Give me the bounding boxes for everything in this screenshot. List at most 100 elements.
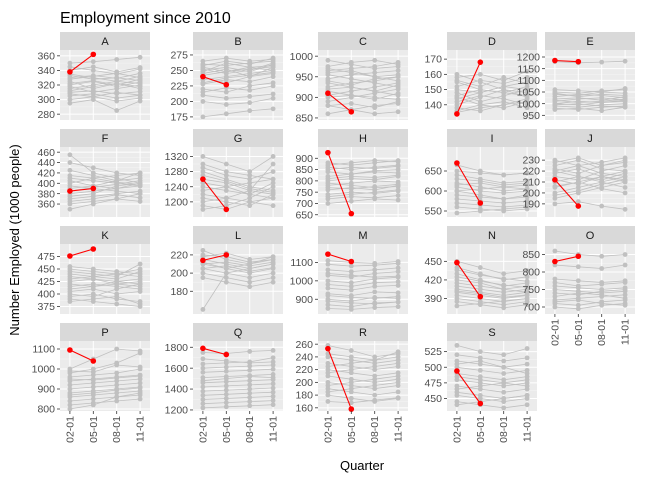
y-tick-label: 800 (522, 267, 540, 279)
background-series-line (202, 364, 274, 369)
background-point (454, 274, 460, 280)
y-tick-label: 475 (37, 251, 55, 263)
background-point (524, 377, 530, 383)
y-tick-label: 360 (37, 50, 55, 62)
background-point (325, 201, 331, 206)
background-point (67, 81, 73, 86)
background-point (477, 90, 483, 96)
background-point (67, 160, 73, 165)
background-point (348, 348, 354, 353)
background-point (501, 364, 507, 370)
background-point (395, 294, 401, 299)
background-point (501, 206, 507, 212)
background-point (114, 78, 120, 84)
facet-strip-label: N (488, 230, 496, 242)
chart-title: Employment since 2010 (60, 10, 231, 27)
background-point (200, 199, 206, 205)
background-point (501, 172, 507, 178)
y-tick-label: 1200 (165, 196, 189, 208)
y-tick-label: 230 (522, 155, 540, 167)
background-series-line (554, 294, 626, 301)
background-point (137, 178, 143, 184)
background-series-line (456, 206, 528, 214)
background-point (247, 87, 253, 93)
background-point (247, 395, 253, 400)
background-point (395, 97, 401, 102)
background-point (137, 281, 143, 287)
background-point (524, 81, 530, 86)
background-series-line (202, 376, 274, 382)
highlight-point (454, 160, 460, 166)
background-series-line (69, 81, 141, 90)
background-point (552, 280, 558, 285)
background-point (67, 167, 73, 173)
x-tick-label: 02-01 (451, 416, 463, 443)
facet-panel-b: B 175 200 225 250 275 (170, 32, 283, 124)
x-tick-label: 02-01 (64, 416, 76, 443)
background-point (114, 95, 120, 101)
x-axis-title: Quarter (340, 458, 385, 473)
background-point (501, 358, 507, 364)
facet-panel-c: C 850 900 950 1000 (290, 32, 408, 125)
background-point (270, 71, 276, 76)
background-series-line (456, 376, 528, 387)
background-point (90, 271, 96, 277)
background-point (348, 88, 354, 94)
highlight-point (200, 257, 206, 264)
background-point (90, 396, 96, 402)
background-point (599, 108, 605, 114)
background-point (552, 97, 558, 103)
background-point (325, 76, 331, 82)
background-point (501, 184, 507, 190)
y-tick-label: 280 (37, 109, 55, 121)
highlight-point (348, 108, 355, 115)
panel-background (318, 50, 408, 120)
background-point (552, 87, 558, 93)
background-point (372, 267, 378, 273)
background-point (575, 302, 581, 308)
background-point (200, 195, 206, 201)
facet-strip (193, 129, 283, 147)
highlight-series-line (456, 61, 481, 115)
background-point (325, 302, 331, 308)
background-point (524, 284, 530, 290)
background-point (501, 294, 507, 300)
background-point (270, 176, 276, 182)
background-point (599, 266, 605, 271)
background-point (114, 86, 120, 92)
facet-strip (447, 323, 537, 341)
background-point (552, 90, 558, 96)
background-series-line (69, 288, 141, 295)
y-tick-label: 650 (424, 166, 442, 178)
background-series-line (69, 394, 141, 402)
x-tick-label: 05-01 (346, 416, 358, 443)
y-tick-label: 850 (295, 164, 313, 176)
background-series-line (327, 300, 399, 305)
background-series-line (554, 278, 626, 283)
y-tick-label: 1000 (32, 364, 56, 376)
background-point (247, 61, 253, 67)
background-point (575, 94, 581, 100)
background-point (325, 84, 331, 90)
highlight-point (454, 111, 460, 117)
background-series-line (327, 285, 399, 291)
background-point (114, 70, 120, 76)
background-point (395, 273, 401, 279)
background-point (67, 406, 73, 412)
background-series-line (456, 301, 528, 309)
background-point (270, 195, 276, 201)
background-point (223, 188, 229, 193)
background-series-line (202, 93, 274, 99)
background-point (454, 386, 460, 392)
x-tick-label: 08-01 (498, 416, 510, 443)
background-series-line (456, 184, 528, 192)
background-series-line (202, 254, 274, 263)
background-point (90, 59, 96, 65)
background-series-line (69, 198, 141, 210)
background-point (90, 84, 96, 89)
background-point (348, 395, 354, 401)
background-point (395, 304, 401, 310)
background-point (270, 375, 276, 380)
background-point (90, 68, 96, 73)
background-series-line (69, 90, 141, 95)
